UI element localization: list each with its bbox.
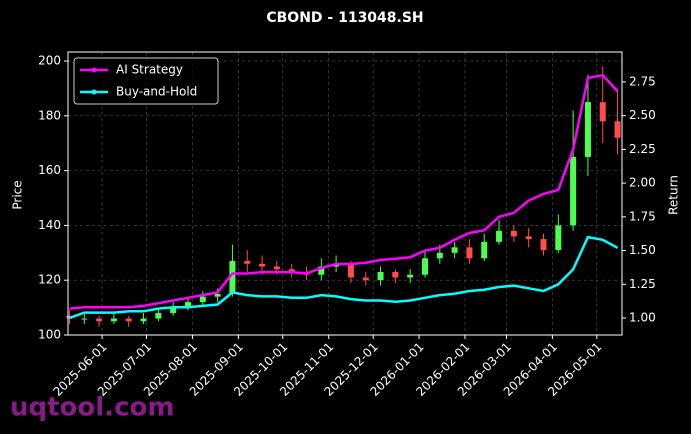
return-line [69, 73, 619, 310]
candle-body [555, 225, 562, 251]
candle-body [347, 263, 354, 278]
y-tick-label: 160 [38, 163, 61, 177]
candle-body [614, 121, 621, 138]
legend-label: Buy-and-Hold [116, 85, 197, 99]
legend-label: AI Strategy [116, 63, 183, 77]
legend-box [73, 57, 219, 105]
y-tick-label: 180 [38, 108, 61, 122]
candle-body [81, 318, 88, 320]
chart-title: CBOND - 113048.SH [266, 10, 423, 26]
candle-body [125, 318, 132, 322]
y-axis-label: Price [11, 180, 25, 209]
return-line [69, 235, 619, 320]
candle-body [407, 274, 414, 278]
candle-body [421, 258, 428, 275]
candle-body [199, 296, 206, 303]
y-tick-label: 200 [38, 54, 61, 68]
candle-body [436, 252, 443, 259]
candle-body [214, 293, 221, 297]
candle-body [570, 156, 577, 226]
candle-body [259, 263, 266, 267]
y2-tick-label: 1.00 [629, 311, 656, 325]
candle-body [525, 236, 532, 240]
candle-body [510, 230, 517, 237]
candle-body [318, 266, 325, 275]
candle-body [540, 239, 547, 251]
candle-body [184, 302, 191, 308]
legend-marker [91, 89, 97, 95]
y2-tick-label: 2.00 [629, 176, 656, 190]
candle-body [377, 271, 384, 281]
y2-tick-label: 2.25 [629, 142, 656, 156]
candle-body [273, 266, 280, 270]
candle-body [392, 271, 399, 278]
y-tick-label: 140 [38, 218, 61, 232]
candle-body [288, 269, 295, 272]
candle-body [155, 313, 162, 319]
candle-body [451, 247, 458, 253]
candle-body [481, 241, 488, 259]
candle-body [584, 102, 591, 157]
y2-tick-label: 1.50 [629, 243, 656, 257]
y2-tick-label: 1.25 [629, 277, 656, 291]
candle-body [244, 261, 251, 264]
plot-frame [67, 51, 623, 336]
candle-body [466, 247, 473, 259]
watermark: uqtool.com [10, 393, 174, 423]
candle-body [140, 318, 147, 322]
y-tick-label: 120 [38, 273, 61, 287]
y2-axis-label: Return [667, 175, 681, 215]
candle-body [96, 318, 103, 322]
y2-tick-label: 1.75 [629, 209, 656, 223]
y2-tick-label: 2.50 [629, 108, 656, 122]
candle-body [362, 277, 369, 281]
candle-body [496, 230, 503, 242]
y-tick-label: 100 [38, 328, 61, 342]
y2-tick-label: 2.75 [629, 74, 656, 88]
legend-marker [91, 67, 97, 73]
candle-body [599, 102, 606, 122]
candle-body [170, 307, 177, 314]
candle-body [229, 261, 236, 294]
candle-body [110, 318, 117, 322]
